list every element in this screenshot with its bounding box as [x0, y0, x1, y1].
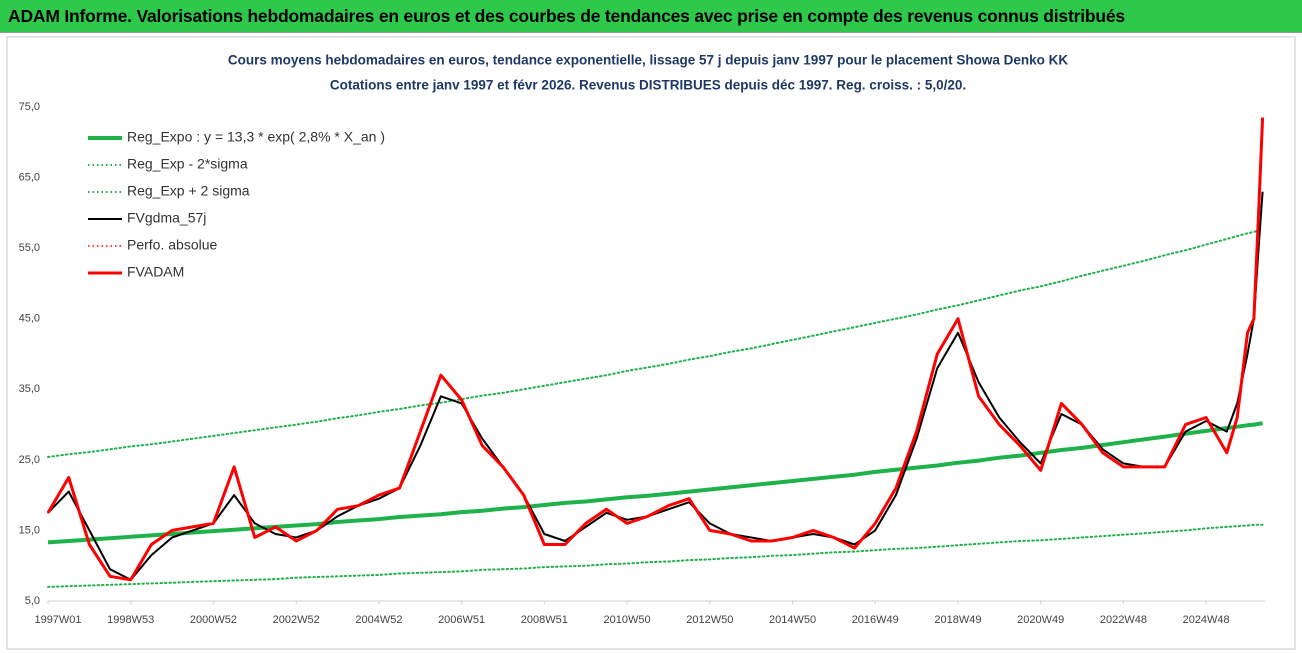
- x-tick-label: 2018W49: [934, 614, 981, 626]
- y-tick-label: 25,0: [19, 454, 40, 466]
- x-tick-label: 1997W01: [34, 614, 81, 626]
- x-tick-label: 2004W52: [355, 614, 402, 626]
- series-line: [47, 191, 1264, 581]
- x-tick-label: 2000W52: [190, 614, 237, 626]
- x-tick-label: 2010W50: [604, 614, 651, 626]
- legend-label: Reg_Expo : y = 13,3 * exp( 2,8% * X_an ): [127, 129, 385, 145]
- x-tick-label: 2022W48: [1100, 614, 1147, 626]
- x-tick-label: 2008W51: [521, 614, 568, 626]
- legend-label: Reg_Exp - 2*sigma: [127, 156, 248, 172]
- x-tick-label: 2024W48: [1183, 614, 1230, 626]
- chart-subtitle: Cotations entre janv 1997 et févr 2026. …: [330, 78, 966, 93]
- x-tick-label: 2020W49: [1017, 614, 1064, 626]
- y-tick-label: 5,0: [25, 595, 40, 607]
- title-bar: ADAM Informe. Valorisations hebdomadaire…: [0, 0, 1302, 33]
- y-tick-label: 55,0: [19, 242, 40, 254]
- legend-label: FVgdma_57j: [127, 210, 206, 226]
- x-tick-label: 2002W52: [273, 614, 320, 626]
- page-title: ADAM Informe. Valorisations hebdomadaire…: [8, 6, 1125, 26]
- chart-frame: [6, 36, 1296, 650]
- y-tick-label: 75,0: [19, 101, 40, 113]
- y-tick-label: 35,0: [19, 383, 40, 395]
- legend-label: Reg_Exp + 2 sigma: [127, 183, 250, 199]
- x-tick-label: 2014W50: [769, 614, 816, 626]
- chart-title: Cours moyens hebdomadaires en euros, ten…: [228, 53, 1069, 68]
- y-tick-label: 15,0: [19, 524, 40, 536]
- y-tick-label: 45,0: [19, 313, 40, 325]
- legend-label: FVADAM: [127, 264, 184, 280]
- legend-label: Perfo. absolue: [127, 237, 217, 253]
- chart: Cours moyens hebdomadaires en euros, ten…: [6, 36, 1296, 650]
- series-line: [47, 228, 1264, 458]
- series-line: [46, 117, 1265, 582]
- series-line: [47, 523, 1264, 588]
- y-tick-label: 65,0: [19, 171, 40, 183]
- x-tick-label: 2016W49: [852, 614, 899, 626]
- x-tick-label: 2006W51: [438, 614, 485, 626]
- x-tick-label: 1998W53: [107, 614, 154, 626]
- x-tick-label: 2012W50: [686, 614, 733, 626]
